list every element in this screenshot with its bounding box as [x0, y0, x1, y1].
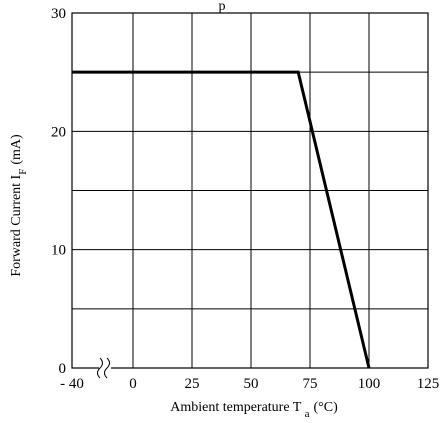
x-tick-label: 0 [129, 376, 137, 392]
x-tick-label: 50 [244, 376, 259, 392]
derating-curve [72, 70, 371, 369]
x-axis-title: Ambient temperature T a (°C) [170, 400, 338, 418]
y-tick-label: 0 [59, 361, 67, 377]
x-axis-title-unit: (°C) [314, 400, 339, 415]
y-axis-title: Forward Current IF(mA) [9, 134, 29, 277]
y-tick-label: 20 [51, 124, 66, 140]
x-tick-label: 75 [303, 376, 318, 392]
x-tick-label: 125 [417, 376, 440, 392]
axis-break-mark [97, 357, 103, 379]
y-axis-title-subscript: F [17, 169, 29, 175]
chart-title-fragment: p [219, 0, 226, 14]
x-axis-title-subscript: a [305, 408, 310, 418]
y-axis-title-unit: (mA) [9, 134, 24, 165]
y-tick-label: 30 [51, 6, 66, 22]
axis-break-mark [104, 357, 110, 379]
x-tick-label: 100 [358, 376, 381, 392]
plot-frame [71, 12, 429, 369]
x-tick-label: 25 [185, 376, 200, 392]
y-tick-label: 10 [51, 243, 66, 259]
x-tick-label: - 40 [60, 376, 84, 392]
